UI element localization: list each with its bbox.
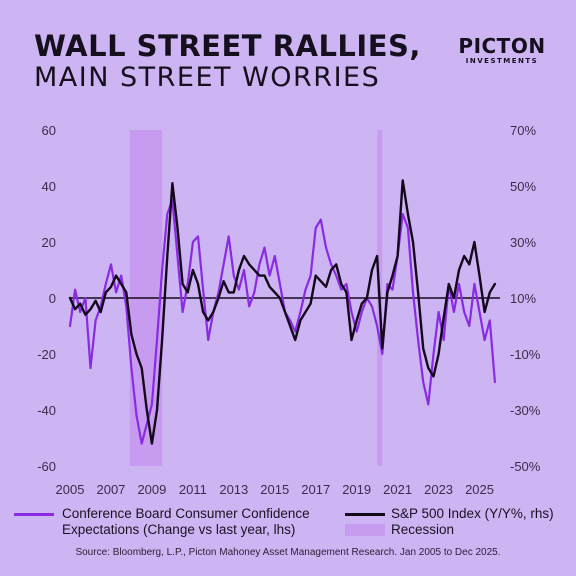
title-line-2: MAIN STREET WORRIES <box>34 62 381 93</box>
left-tick-label: 20 <box>42 235 56 250</box>
x-tick-label: 2017 <box>301 482 330 497</box>
legend-confidence-line1: Conference Board Consumer Confidence <box>62 506 310 521</box>
right-axis: 70% 50% 30% 10% -10% -30% -50% <box>510 123 541 474</box>
legend-label-sp500: S&P 500 Index (Y/Y%, rhs) <box>391 506 554 521</box>
source-note: Source: Bloomberg, L.P., Picton Mahoney … <box>75 547 501 558</box>
series-lines <box>68 179 497 445</box>
left-tick-label: -20 <box>37 347 56 362</box>
legend-confidence-line2: Expectations (Change vs last year, lhs) <box>62 522 296 537</box>
left-axis: 60 40 20 0 -20 -40 -60 <box>37 123 56 474</box>
title-line-1: WALL STREET RALLIES, <box>34 29 421 63</box>
left-tick-label: -40 <box>37 403 56 418</box>
x-tick-label: 2019 <box>342 482 371 497</box>
x-tick-label: 2015 <box>260 482 289 497</box>
x-tick-label: 2011 <box>179 482 207 497</box>
picton-logo: PICTON INVESTMENTS <box>456 36 548 66</box>
right-tick-label: 70% <box>510 123 536 138</box>
right-tick-label: 10% <box>510 291 536 306</box>
x-tick-label: 2007 <box>96 482 125 497</box>
x-tick-label: 2013 <box>219 482 248 497</box>
x-tick-label: 2025 <box>465 482 494 497</box>
logo-sub-text: INVESTMENTS <box>465 57 539 65</box>
x-tick-label: 2023 <box>424 482 453 497</box>
series-line-sp500 <box>68 179 497 445</box>
legend-label-recession: Recession <box>391 522 455 537</box>
right-tick-label: 30% <box>510 235 536 250</box>
legend-swatch-sp500 <box>345 513 385 516</box>
series-line-confidence <box>68 198 496 445</box>
x-tick-label: 2005 <box>56 482 85 497</box>
legend-swatch-confidence <box>14 513 54 516</box>
legend: Conference Board Consumer Confidence Exp… <box>0 500 576 544</box>
legend-swatch-recession <box>345 524 385 536</box>
right-tick-label: -10% <box>510 347 541 362</box>
x-tick-label: 2009 <box>137 482 166 497</box>
left-tick-label: 60 <box>42 123 56 138</box>
logo-main-text: PICTON <box>458 34 546 58</box>
chart-title: WALL STREET RALLIES, MAIN STREET WORRIES <box>34 30 421 94</box>
right-tick-label: -30% <box>510 403 541 418</box>
left-tick-label: -60 <box>37 459 56 474</box>
right-tick-label: -50% <box>510 459 541 474</box>
legend-label-confidence: Conference Board Consumer Confidence Exp… <box>62 506 310 538</box>
right-tick-label: 50% <box>510 179 536 194</box>
left-tick-label: 40 <box>42 179 56 194</box>
x-axis: 2005 2007 2009 2011 2013 2015 2017 2019 2021 2023… <box>56 482 494 497</box>
left-tick-label: 0 <box>49 291 56 306</box>
x-tick-label: 2021 <box>383 482 412 497</box>
line-chart: 60 40 20 0 -20 -40 -60 70% 50% 30% 10% -10% -30% -50… <box>37 123 541 497</box>
